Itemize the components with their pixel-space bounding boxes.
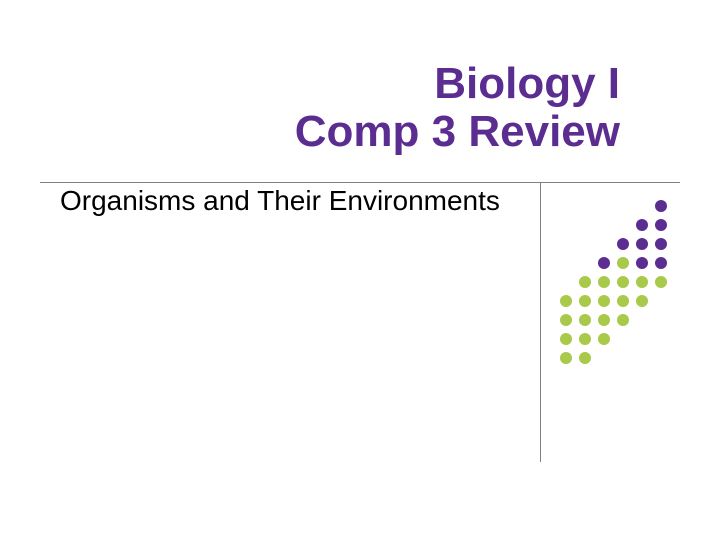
- dot-grid: [560, 200, 667, 364]
- dot: [655, 257, 667, 269]
- dot: [636, 352, 648, 364]
- dot: [655, 295, 667, 307]
- dot: [579, 333, 591, 345]
- title-line-2: Comp 3 Review: [55, 108, 620, 156]
- dot: [560, 276, 572, 288]
- dot: [655, 219, 667, 231]
- dot: [560, 238, 572, 250]
- dot: [636, 276, 648, 288]
- dot: [655, 238, 667, 250]
- dot: [636, 295, 648, 307]
- title-block: Biology I Comp 3 Review: [55, 60, 665, 157]
- title-line-1: Biology I: [55, 60, 620, 108]
- dot: [617, 276, 629, 288]
- dot: [617, 295, 629, 307]
- dot: [579, 295, 591, 307]
- dot: [560, 257, 572, 269]
- dot: [617, 352, 629, 364]
- dot: [636, 257, 648, 269]
- dot: [655, 314, 667, 326]
- dot: [598, 257, 610, 269]
- dot: [579, 219, 591, 231]
- dot: [617, 257, 629, 269]
- dot: [579, 200, 591, 212]
- dot: [560, 295, 572, 307]
- dot: [617, 333, 629, 345]
- dot: [560, 314, 572, 326]
- dot: [579, 257, 591, 269]
- dot: [579, 352, 591, 364]
- dot: [598, 238, 610, 250]
- dot: [598, 219, 610, 231]
- dot: [655, 276, 667, 288]
- dot: [655, 352, 667, 364]
- dot: [617, 314, 629, 326]
- dot: [598, 276, 610, 288]
- vertical-divider: [540, 182, 541, 462]
- dot: [636, 238, 648, 250]
- dot: [560, 333, 572, 345]
- dot: [598, 333, 610, 345]
- dot: [560, 219, 572, 231]
- dot: [617, 219, 629, 231]
- horizontal-divider: [40, 182, 680, 183]
- dot: [617, 238, 629, 250]
- dot: [579, 276, 591, 288]
- dot: [636, 333, 648, 345]
- dot: [598, 295, 610, 307]
- dot: [579, 314, 591, 326]
- dot: [579, 238, 591, 250]
- dot: [636, 314, 648, 326]
- dot: [598, 314, 610, 326]
- dot: [636, 219, 648, 231]
- dot: [636, 200, 648, 212]
- slide: Biology I Comp 3 Review Organisms and Th…: [0, 0, 720, 540]
- dot: [598, 200, 610, 212]
- dot: [655, 333, 667, 345]
- dot: [655, 200, 667, 212]
- dot: [598, 352, 610, 364]
- dot: [560, 200, 572, 212]
- dot: [560, 352, 572, 364]
- dot: [617, 200, 629, 212]
